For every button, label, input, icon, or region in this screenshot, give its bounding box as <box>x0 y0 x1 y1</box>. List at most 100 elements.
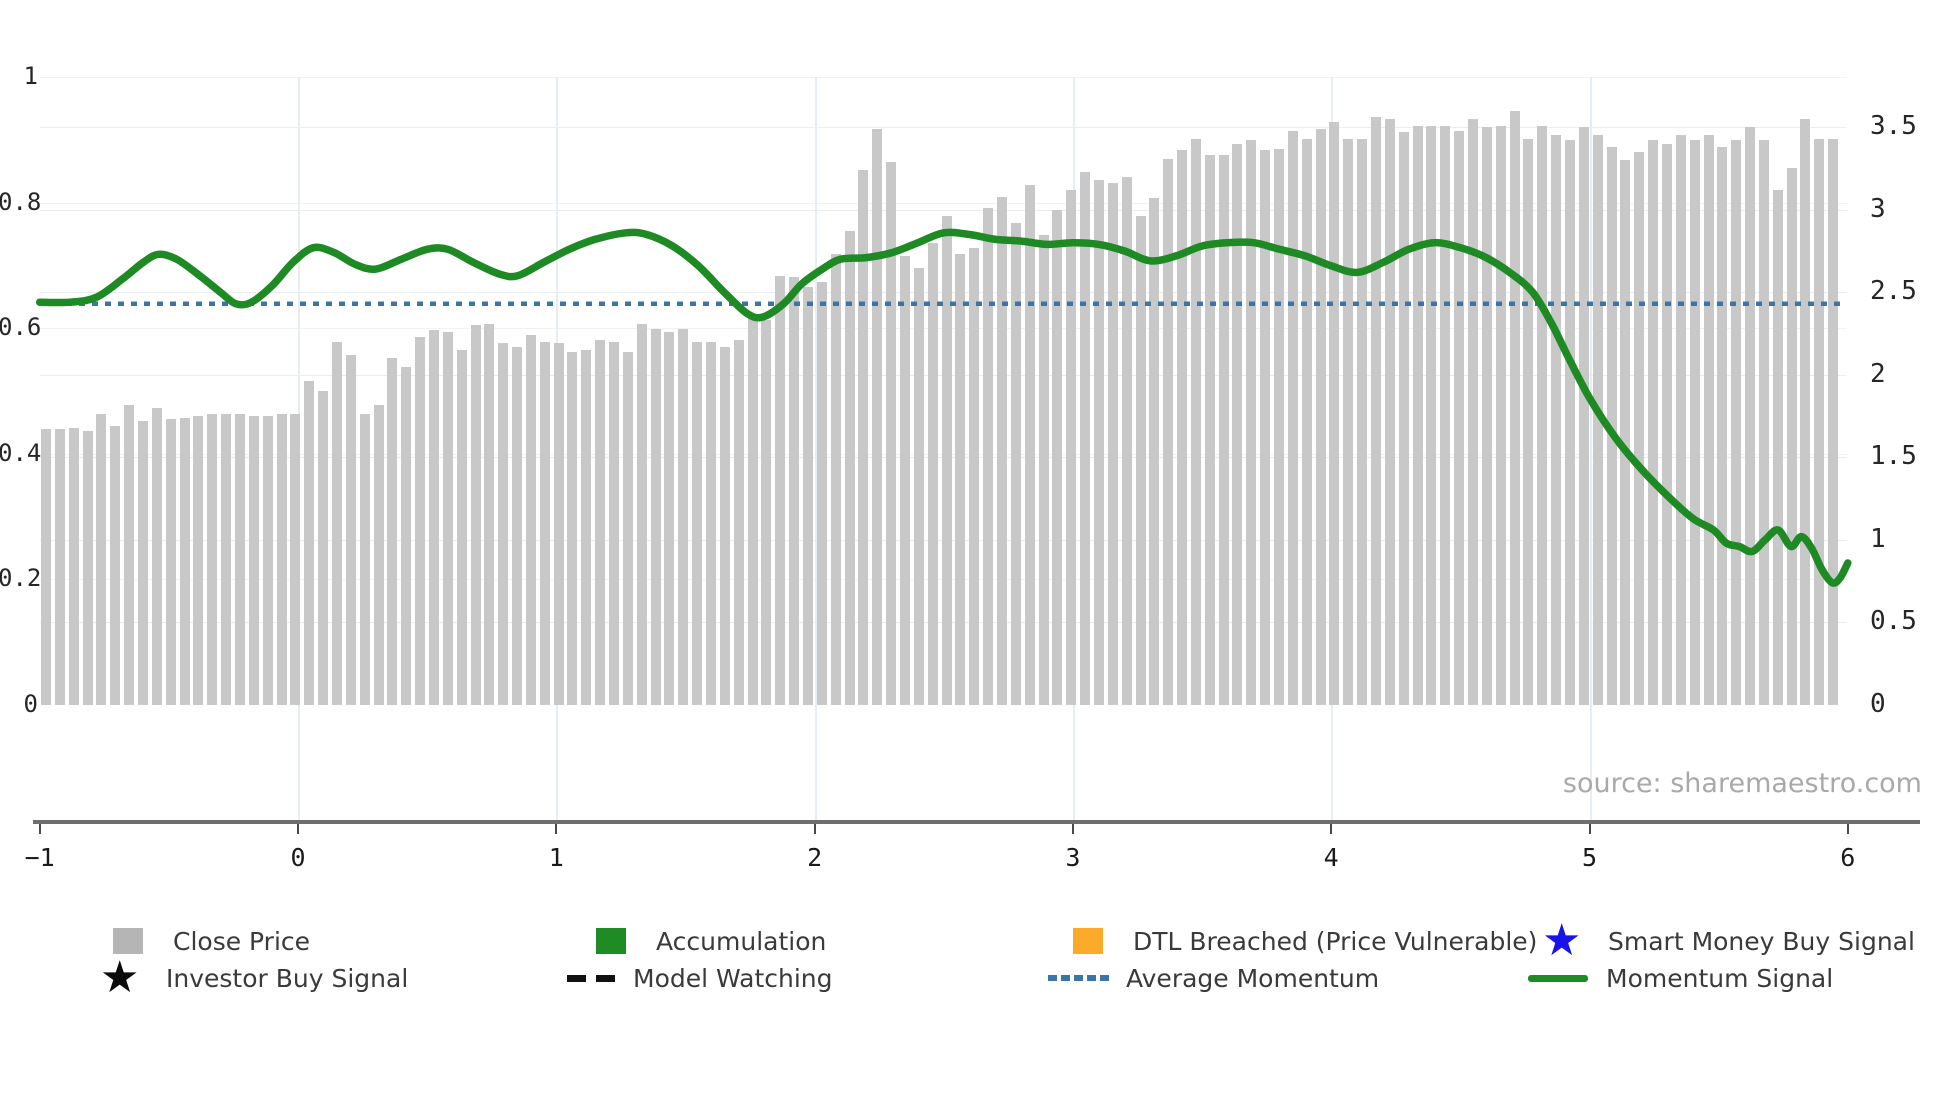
close-price-bar <box>1301 138 1312 705</box>
x-axis-tick-label: 6 <box>1840 843 1856 872</box>
close-price-bar <box>387 358 398 705</box>
close-price-bar <box>1107 183 1118 705</box>
close-price-bar <box>567 351 578 705</box>
close-price-bar <box>1440 125 1451 705</box>
y-axis-tick-label-left: 0.6 <box>0 313 42 342</box>
close-price-bar <box>1080 171 1090 705</box>
close-price-bar <box>484 323 495 705</box>
close-price-bar <box>1564 140 1575 705</box>
close-price-bar <box>761 320 772 705</box>
close-price-bar <box>996 196 1007 705</box>
close-price-bar <box>1620 160 1631 705</box>
close-price-bar <box>151 407 162 705</box>
close-price-bar <box>733 340 744 705</box>
y-axis-tick-label-right: 1 <box>1870 523 1886 554</box>
close-price-bar <box>1384 118 1395 705</box>
close-price-bar <box>872 128 883 705</box>
close-price-bar <box>456 350 467 705</box>
close-price-bar <box>595 340 606 705</box>
close-price-bar <box>1481 127 1492 705</box>
close-price-bar <box>1592 135 1603 705</box>
y-axis-tick-label-left: 0 <box>23 690 38 718</box>
legend-item-average-momentum: Average Momentum <box>1048 958 1379 998</box>
close-price-bar <box>1232 143 1243 705</box>
close-price-bar <box>207 414 218 705</box>
close-price-bar <box>54 429 65 705</box>
solid-line-icon <box>1528 974 1598 982</box>
x-axis-tick-label: 2 <box>807 843 823 872</box>
close-price-bar <box>1495 125 1506 705</box>
y-axis-tick-label-right: 3 <box>1870 193 1886 224</box>
gridline <box>40 202 1847 204</box>
close-price-bar <box>969 247 980 705</box>
close-price-bar <box>941 216 952 705</box>
close-price-bar <box>1052 209 1063 705</box>
gridline <box>814 77 817 820</box>
close-price-bar <box>1190 138 1201 705</box>
y-axis-tick-label-right: 0 <box>1870 689 1886 719</box>
close-price-bar <box>692 341 703 705</box>
close-price-bar <box>844 231 855 705</box>
close-price-bar <box>193 416 204 705</box>
x-axis-tick-label: −1 <box>24 843 55 872</box>
source-credit: source: sharemaestro.com <box>1562 768 1922 799</box>
close-price-bar <box>1412 125 1423 705</box>
x-axis-tick <box>297 824 299 834</box>
close-price-bar <box>927 242 938 705</box>
legend-item-momentum-signal: Momentum Signal <box>1528 958 1833 998</box>
legend-item-model-watching: Model Watching <box>567 958 833 998</box>
close-price-bar <box>1661 143 1672 705</box>
close-price-swatch-icon <box>107 928 165 954</box>
x-axis-tick <box>38 824 41 834</box>
close-price-bar <box>1260 150 1271 705</box>
close-price-bar <box>1135 216 1146 705</box>
close-price-bar <box>1537 125 1548 705</box>
close-price-bar <box>498 343 509 705</box>
legend-item-investor-buy-signal: ★ Investor Buy Signal <box>100 956 408 1000</box>
close-price-bar <box>345 355 356 705</box>
legend-label: DTL Breached (Price Vulnerable) <box>1133 926 1538 956</box>
close-price-bar <box>1675 135 1686 705</box>
y-axis-tick-label-right: 2 <box>1870 358 1886 389</box>
close-price-bar <box>650 328 661 705</box>
close-price-bar <box>539 341 550 705</box>
close-price-bar <box>1343 138 1354 705</box>
close-price-bar <box>1010 222 1021 705</box>
dtl-breached-swatch-icon <box>1067 928 1125 954</box>
y-axis-tick-label-right: 1.5 <box>1870 441 1917 472</box>
close-price-bar <box>1038 234 1049 705</box>
legend-item-close-price: Close Price <box>107 921 310 961</box>
close-price-bar <box>41 429 51 705</box>
gridline <box>40 127 1847 129</box>
close-price-bar <box>318 391 329 705</box>
close-price-bar <box>678 328 689 705</box>
close-price-bar <box>179 417 190 705</box>
close-price-bar <box>1287 130 1298 705</box>
x-axis-tick-label: 3 <box>1065 843 1081 872</box>
close-price-bar <box>442 331 453 705</box>
close-price-bar <box>359 414 370 705</box>
close-price-bar <box>1800 118 1811 705</box>
legend-item-accumulation: Accumulation <box>590 921 826 961</box>
close-price-bar <box>82 430 93 705</box>
close-price-bar <box>775 275 786 705</box>
close-price-bar <box>1024 184 1035 705</box>
close-price-bar <box>525 335 536 705</box>
close-price-bar <box>706 341 716 705</box>
close-price-bar <box>1634 151 1645 705</box>
close-price-bar <box>401 366 412 705</box>
close-price-bar <box>1274 148 1284 705</box>
legend-label: Smart Money Buy Signal <box>1608 926 1915 956</box>
close-price-bar <box>1703 135 1714 705</box>
x-axis-tick-label: 0 <box>290 843 306 872</box>
close-price-bar <box>373 404 384 705</box>
close-price-bar <box>1093 180 1104 705</box>
close-price-bar <box>1745 127 1755 705</box>
close-price-bar <box>124 404 135 705</box>
x-axis-tick <box>1071 824 1074 834</box>
close-price-bar <box>1246 140 1257 705</box>
close-price-bar <box>1357 138 1368 705</box>
close-price-bar <box>1204 155 1215 705</box>
